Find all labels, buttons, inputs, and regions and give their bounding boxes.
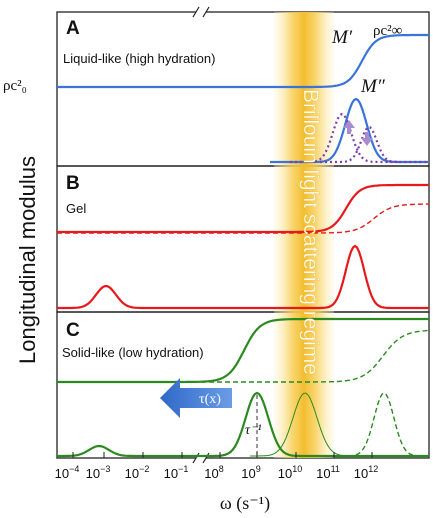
x-tick-label: 1012 bbox=[354, 464, 378, 481]
panel-a-title: Liquid-like (high hydration) bbox=[63, 51, 215, 66]
x-tick-label: 10−1 bbox=[164, 464, 189, 481]
panel-c-letter: C bbox=[66, 320, 80, 341]
panel-c-loss-curve bbox=[57, 391, 429, 458]
panel-c-title: Solid-like (low hydration) bbox=[62, 345, 204, 360]
storage-modulus-label: M′ bbox=[331, 27, 353, 48]
tau-arrow bbox=[160, 378, 232, 418]
tau-inverse-label: τ⁻¹ bbox=[245, 423, 262, 438]
rho-c-inf-label: ρc²∞ bbox=[373, 23, 402, 39]
loss-modulus-label: M″ bbox=[360, 76, 386, 97]
panel-b-title: Gel bbox=[66, 201, 86, 216]
panel-c-storage-curve bbox=[57, 317, 429, 384]
panel-a-down-arrow bbox=[361, 132, 373, 146]
x-tick-label: 1011 bbox=[316, 464, 340, 481]
brillouin-band-label: Brillouin light scattering regime bbox=[299, 89, 322, 375]
y-axis-label: Longitudinal modulus bbox=[15, 156, 40, 364]
x-tick-label: 10−3 bbox=[86, 464, 111, 481]
panel-frame-c bbox=[56, 311, 430, 459]
rho-c-zero-label: ρc²₀ bbox=[3, 78, 27, 94]
panel-b-loss-curve bbox=[57, 244, 429, 310]
x-tick-label: 10−2 bbox=[125, 464, 150, 481]
tau-arrow-label: τ(x) bbox=[199, 392, 221, 407]
x-tick-label: 108 bbox=[204, 464, 223, 481]
axis-break-top bbox=[192, 6, 210, 18]
panel-a-up-arrow bbox=[343, 120, 355, 134]
x-axis-ticks: 10−4 10−3 10−2 10−1 108 109 1010 1011 1012 bbox=[55, 452, 378, 481]
axis-break-bottom bbox=[192, 452, 210, 464]
panel-b-letter: B bbox=[66, 173, 80, 194]
panel-a-letter: A bbox=[66, 18, 80, 39]
x-tick-label: 109 bbox=[241, 464, 260, 481]
panel-a-storage-curve bbox=[57, 33, 429, 89]
panel-b-storage-curve bbox=[57, 183, 429, 234]
panel-c-dashed-peak bbox=[332, 392, 428, 457]
x-axis-label: ω (s⁻¹) bbox=[220, 493, 270, 514]
panel-a-dotted-peak-left bbox=[290, 112, 400, 164]
x-tick-label: 1010 bbox=[278, 464, 302, 481]
panel-c-storage-dashed bbox=[57, 329, 430, 383]
x-tick-label: 10−4 bbox=[55, 464, 80, 481]
panel-a-dotted-peak-right bbox=[320, 126, 428, 164]
panel-b-storage-dashed bbox=[57, 203, 429, 234]
